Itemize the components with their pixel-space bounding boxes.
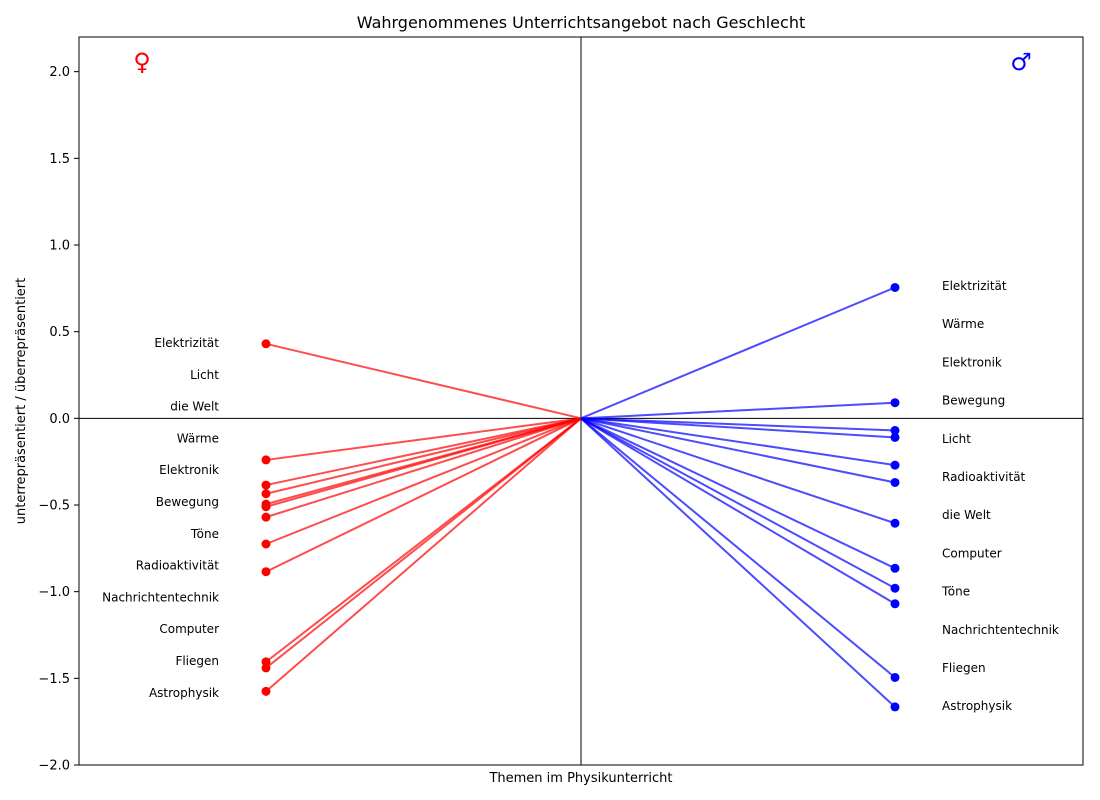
female-line [265,417,582,495]
male-line [580,417,896,708]
female-line [265,417,582,693]
female-topic-label: die Welt [170,400,219,414]
female-point [261,539,271,549]
male-topic-label: Astrophysik [942,699,1012,713]
y-tick-label: −0.5 [38,499,70,514]
male-line [580,417,896,525]
female-topic-label: Bewegung [156,495,219,509]
female-point [261,502,271,512]
female-point [261,567,271,577]
male-topic-label: Töne [941,585,970,599]
male-point [890,672,900,682]
male-topic-label: Computer [942,546,1002,560]
female-topic-label: Nachrichtentechnik [102,590,219,604]
male-line [580,417,896,570]
female-topic-label: Licht [190,368,219,382]
male-point [890,282,900,292]
male-line [580,417,896,432]
female-topic-label: Wärme [177,431,219,445]
male-series: Elektrizität Wärme Elektronik Bewegung Licht… [580,279,1059,713]
male-topic-label: Licht [942,432,971,446]
male-line [580,417,896,605]
male-line [580,401,896,420]
female-point [261,512,271,522]
male-line [580,417,896,590]
y-axis: −2.0 −1.5 −1.0 −0.5 0.0 0.5 1.0 1.5 2.0 [38,65,79,774]
male-symbol: ♂ [1010,48,1032,76]
female-point [261,686,271,696]
female-line [265,417,582,487]
y-tick-label: 1.0 [49,239,70,254]
y-tick-label: −1.5 [38,672,70,687]
male-line [580,417,896,679]
male-topic-label: Bewegung [942,394,1005,408]
male-topic-label: Nachrichtentechnik [942,623,1059,637]
male-line [580,417,896,439]
y-axis-label: unterrepräsentiert / überrepräsentiert [14,278,29,525]
y-tick-label: −2.0 [38,759,70,774]
x-axis-label: Themen im Physikunterricht [488,771,672,786]
female-topic-label: Töne [190,527,219,541]
male-topic-label: Elektrizität [942,279,1007,293]
female-topic-label: Radioaktivität [136,559,220,573]
chart-title: Wahrgenommenes Unterrichtsangebot nach G… [357,13,805,32]
female-topic-label: Elektronik [159,463,219,477]
male-point [890,599,900,609]
male-point [890,583,900,593]
male-point [890,432,900,442]
y-tick-label: 0.0 [49,412,70,427]
male-point [890,563,900,573]
y-tick-label: 0.5 [49,325,70,340]
female-line [265,342,582,420]
female-line [265,417,582,508]
male-topic-label: Elektronik [942,355,1002,369]
female-line [265,417,582,573]
male-point [890,518,900,528]
male-topic-label: Radioaktivität [942,470,1026,484]
female-line [265,417,582,545]
y-tick-label: 1.5 [49,152,70,167]
male-topic-label: die Welt [942,508,991,522]
female-point [261,489,271,499]
y-tick-label: −1.0 [38,585,70,600]
female-topic-label: Computer [159,622,219,636]
male-line [580,286,896,420]
male-line [580,417,896,467]
male-topic-label: Fliegen [942,661,986,675]
male-topic-label: Wärme [942,317,984,331]
female-topic-label: Elektrizität [154,336,219,350]
female-series: Elektrizität Licht die Welt Wärme Elektronik… [102,336,582,700]
male-point [890,477,900,487]
female-point [261,663,271,673]
female-topic-label: Fliegen [175,654,219,668]
male-point [890,702,900,712]
male-point [890,460,900,470]
plot-area [78,36,1084,766]
female-line [265,417,582,461]
male-line [580,417,896,484]
male-point [890,398,900,408]
male-point [890,425,900,435]
female-symbol: ♀ [133,48,151,76]
female-point [261,339,271,349]
female-point [261,455,271,465]
female-line [265,417,582,669]
y-tick-label: 2.0 [49,65,70,80]
female-point [261,480,271,490]
female-line [265,417,582,519]
female-topic-label: Astrophysik [149,686,219,700]
